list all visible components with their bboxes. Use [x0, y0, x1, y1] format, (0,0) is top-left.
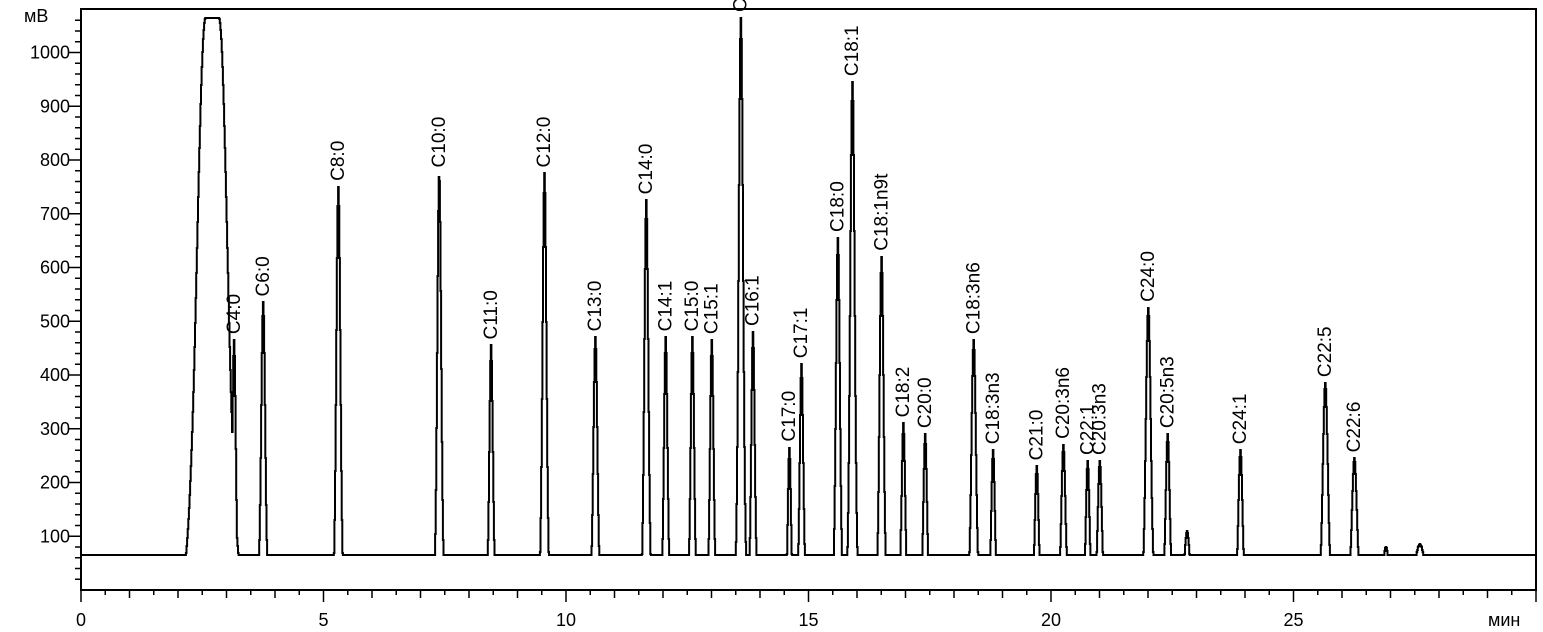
peak-label: C20:5n3 [1157, 356, 1178, 428]
peak-label: C11:0 [481, 290, 502, 339]
x-tick-label: 10 [556, 610, 576, 630]
peak-label: C6:0 [253, 256, 274, 296]
peak-label: C18:1n9t [871, 173, 892, 251]
peak-label: C20:3n6 [1053, 367, 1074, 439]
peak-label: C18:2 [893, 367, 914, 418]
y-tick-label: 600 [40, 258, 70, 278]
peak-label: C8:0 [328, 141, 349, 181]
plot-frame [80, 8, 1537, 591]
peak-label: C18:3n6 [963, 262, 984, 334]
y-tick-label: 500 [40, 311, 70, 331]
y-tick-label: 400 [40, 365, 70, 385]
y-axis-unit: мВ [24, 6, 48, 26]
x-tick-label: 0 [76, 610, 86, 630]
peak-label: C18:0 [828, 181, 849, 232]
x-tick-label: 20 [1041, 610, 1061, 630]
peak-label: C10:0 [429, 117, 450, 168]
peak-label: C4:0 [224, 294, 245, 334]
peak-label: C22:1 [1077, 404, 1098, 455]
peak-label: C13:0 [585, 281, 606, 332]
x-tick-label: 15 [798, 610, 818, 630]
x-tick-label: 5 [318, 610, 328, 630]
chromatogram-trace [81, 17, 1536, 556]
peak-labels: C4:0 C6:0 C8:0 C10:0 C11:0 C12:0 C13:0 C14:0 C14… [224, 0, 1365, 460]
x-axis-unit: мин [1488, 610, 1520, 630]
y-tick-label: 700 [40, 204, 70, 224]
peak-label: C15:1 [702, 283, 723, 334]
peak-label: C17:1 [791, 308, 812, 359]
peak-label: C17:0 [779, 391, 800, 442]
peak-label: C24:1 [1230, 394, 1251, 445]
peak-label: C16:1 [743, 275, 764, 326]
y-tick-label: 800 [40, 150, 70, 170]
y-tick-label: 900 [40, 96, 70, 116]
axis-labels: 0 5 10 15 20 25 100 200 300 400 500 600 700 800 900 100… [30, 43, 1304, 631]
y-tick-label: 100 [40, 526, 70, 546]
peak-label: C14:0 [636, 144, 657, 195]
y-tick-label: 200 [40, 473, 70, 493]
peak-label: C15:0 [682, 281, 703, 332]
peak-label: C20:0 [915, 377, 936, 428]
x-tick-label: 25 [1283, 610, 1303, 630]
y-tick-label: 1000 [30, 43, 70, 63]
peak-label: C18:1 [842, 25, 863, 76]
peak-label: C21:0 [1026, 410, 1047, 461]
peak-label: C16:0 [731, 0, 752, 12]
peak-label: C22:6 [1344, 402, 1365, 453]
peak-label: C20:3n3 [1090, 383, 1111, 455]
peak-label: C18:3n3 [983, 372, 1004, 444]
peak-label: C24:0 [1138, 251, 1159, 302]
peak-label: C22:5 [1315, 326, 1336, 377]
peak-label: C12:0 [534, 117, 555, 168]
y-tick-label: 300 [40, 419, 70, 439]
peak-label: C14:1 [655, 281, 676, 332]
